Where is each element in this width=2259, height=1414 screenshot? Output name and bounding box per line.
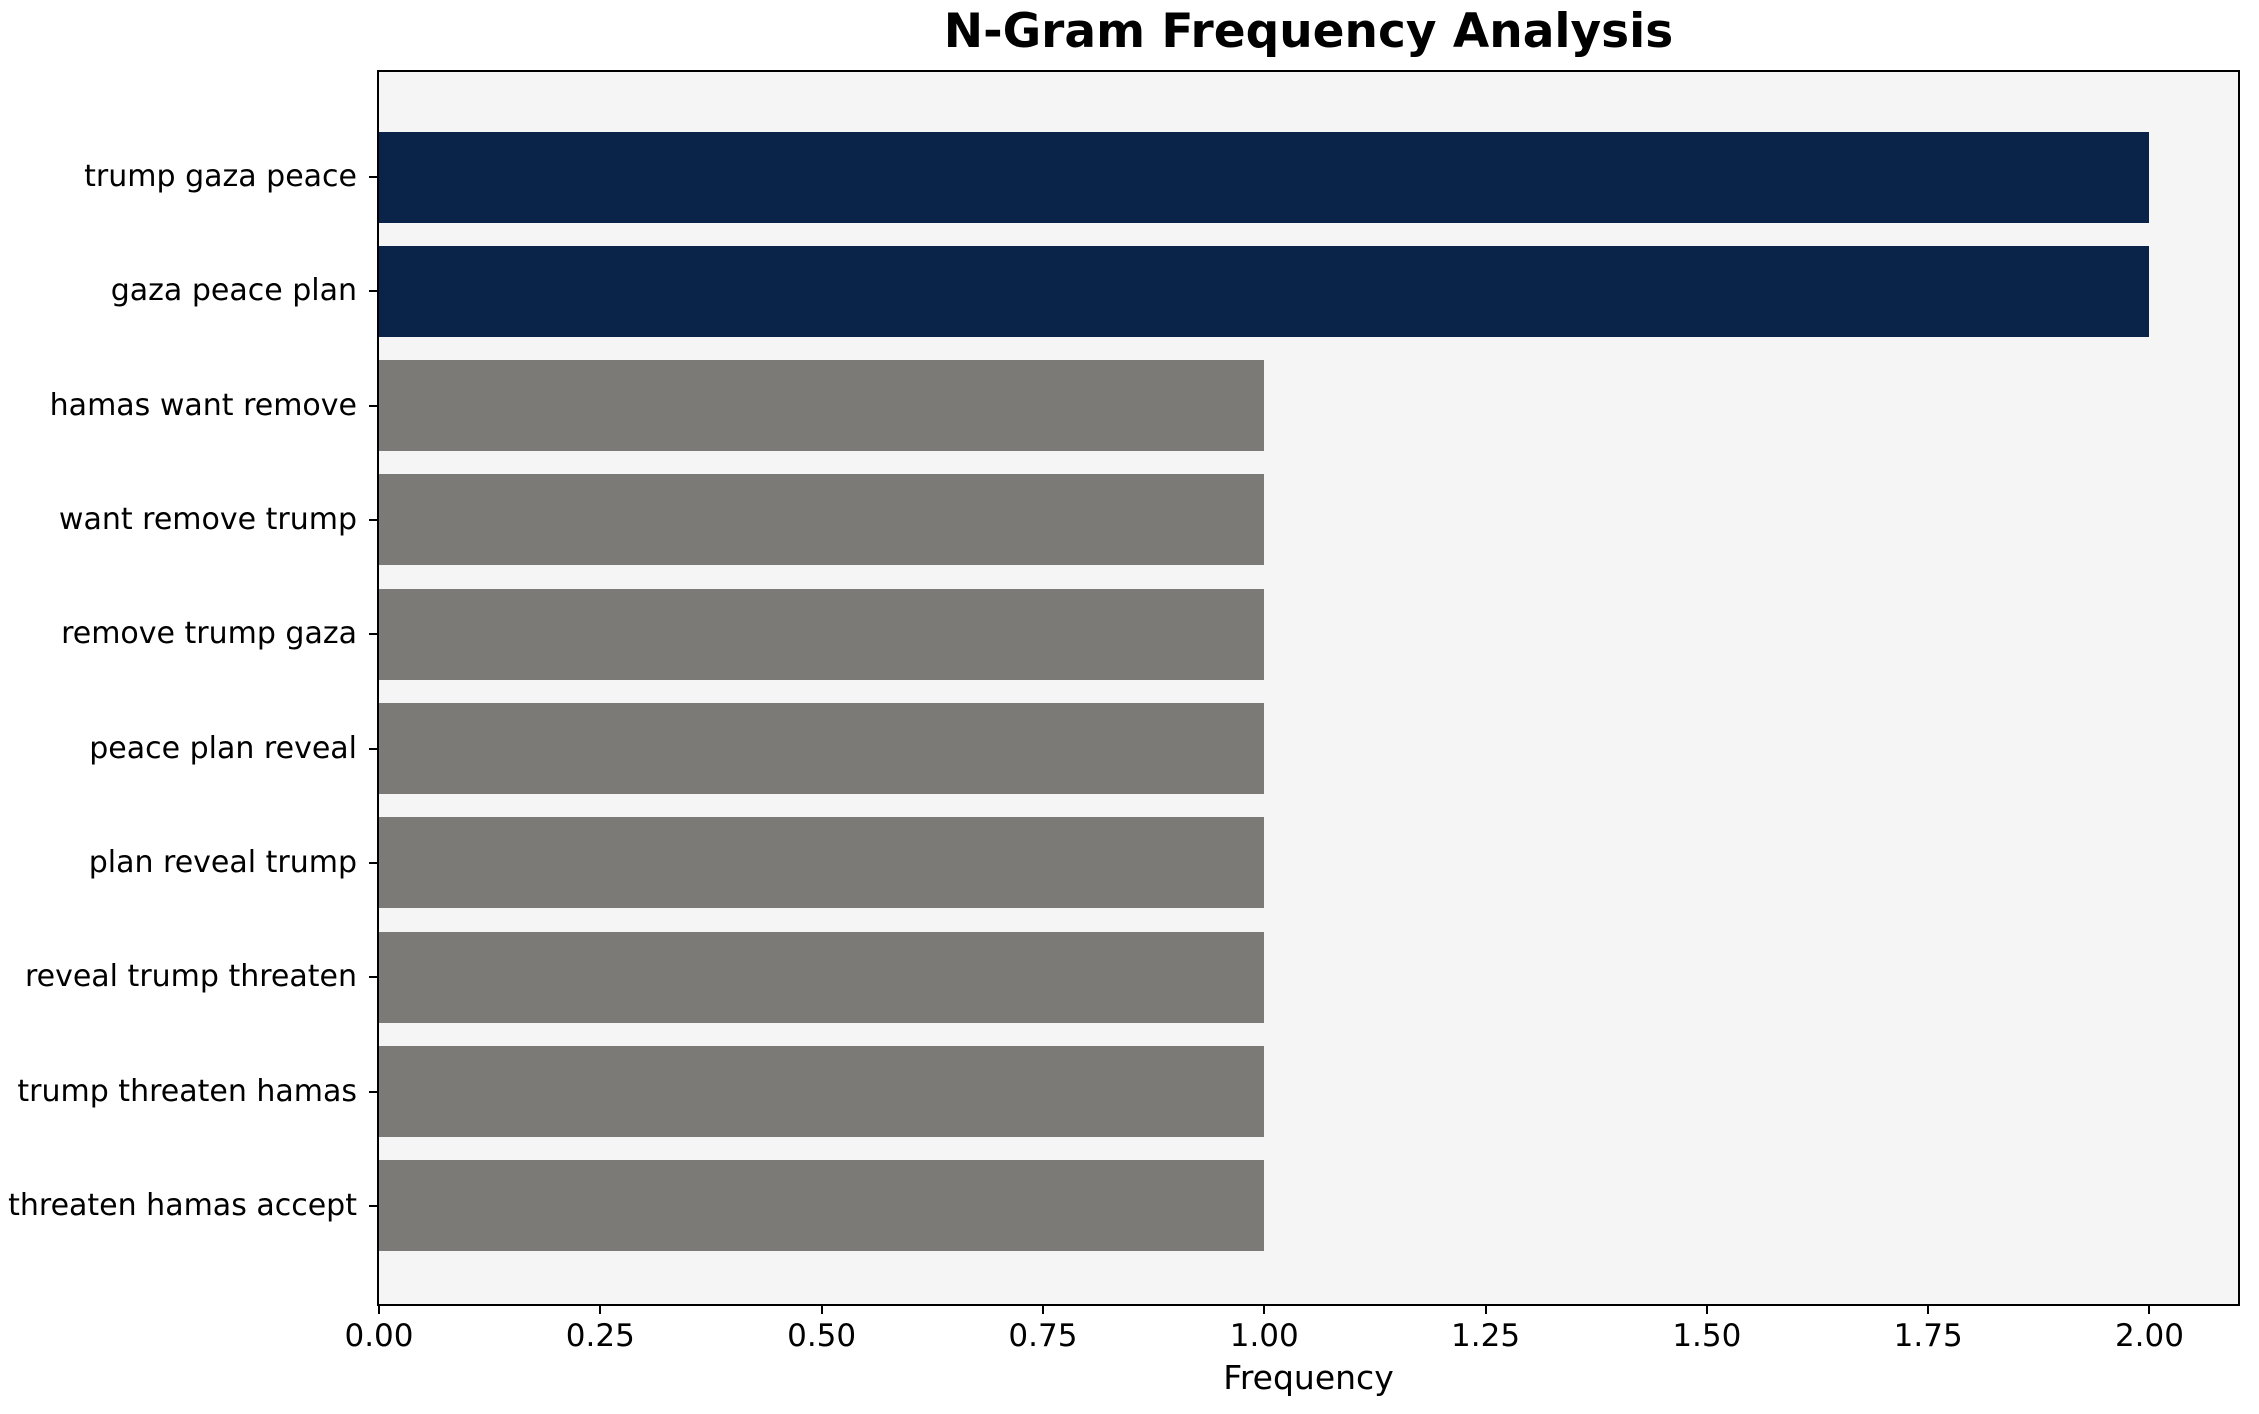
y-axis-tick <box>369 404 379 407</box>
y-axis-tick <box>369 1090 379 1093</box>
x-tick-label: 0.25 <box>565 1318 635 1354</box>
x-axis-tick <box>2148 1304 2151 1314</box>
x-axis-tick <box>1705 1304 1708 1314</box>
x-tick-label: 0.75 <box>1008 1318 1078 1354</box>
y-axis-tick <box>369 861 379 864</box>
bar <box>379 474 1265 566</box>
y-tick-label: trump threaten hamas <box>17 1073 357 1109</box>
x-axis-tick <box>599 1304 602 1314</box>
x-tick-label: 1.50 <box>1672 1318 1742 1354</box>
y-tick-label: remove trump gaza <box>61 616 357 652</box>
y-tick-label: plan reveal trump <box>88 844 357 880</box>
bar <box>379 817 1265 909</box>
x-axis-tick <box>820 1304 823 1314</box>
x-axis-label: Frequency <box>1223 1358 1394 1397</box>
bar <box>379 1046 1265 1138</box>
bar <box>379 131 2150 223</box>
chart-title: N-Gram Frequency Analysis <box>943 4 1674 59</box>
x-tick-label: 1.25 <box>1451 1318 1521 1354</box>
y-axis-tick <box>369 176 379 178</box>
x-tick-label: 1.75 <box>1893 1318 1963 1354</box>
x-tick-label: 0.50 <box>787 1318 857 1354</box>
bar <box>379 703 1265 795</box>
y-tick-label: gaza peace plan <box>110 273 357 309</box>
y-tick-label: reveal trump threaten <box>24 959 357 995</box>
x-axis-tick <box>1263 1304 1266 1314</box>
y-axis-tick <box>369 518 379 521</box>
plot-area: trump gaza peace gaza peace plan hamas wan… <box>8 70 2240 1306</box>
y-axis-tick <box>369 747 379 750</box>
y-axis-tick <box>369 976 379 979</box>
bar <box>379 588 1265 680</box>
bar <box>379 1160 1265 1252</box>
y-tick-label: trump gaza peace <box>84 159 357 194</box>
bar <box>379 245 2150 337</box>
y-axis-tick <box>369 290 379 293</box>
x-tick-label: 0.00 <box>344 1318 414 1354</box>
bar <box>379 360 1265 452</box>
x-tick-label: 2.00 <box>2114 1318 2184 1354</box>
y-tick-label: hamas want remove <box>49 387 357 423</box>
x-axis-tick <box>1484 1304 1487 1314</box>
x-axis-tick <box>378 1304 380 1314</box>
y-tick-label: threaten hamas accept <box>8 1187 357 1223</box>
y-tick-label: want remove trump <box>58 501 357 537</box>
bar <box>379 931 1265 1023</box>
x-axis-tick <box>1041 1304 1044 1314</box>
y-tick-label: peace plan reveal <box>89 730 357 766</box>
x-axis-tick <box>1927 1304 1930 1314</box>
y-axis-tick <box>369 1204 379 1207</box>
y-axis-tick <box>369 633 379 636</box>
x-tick-label: 1.00 <box>1229 1318 1299 1354</box>
